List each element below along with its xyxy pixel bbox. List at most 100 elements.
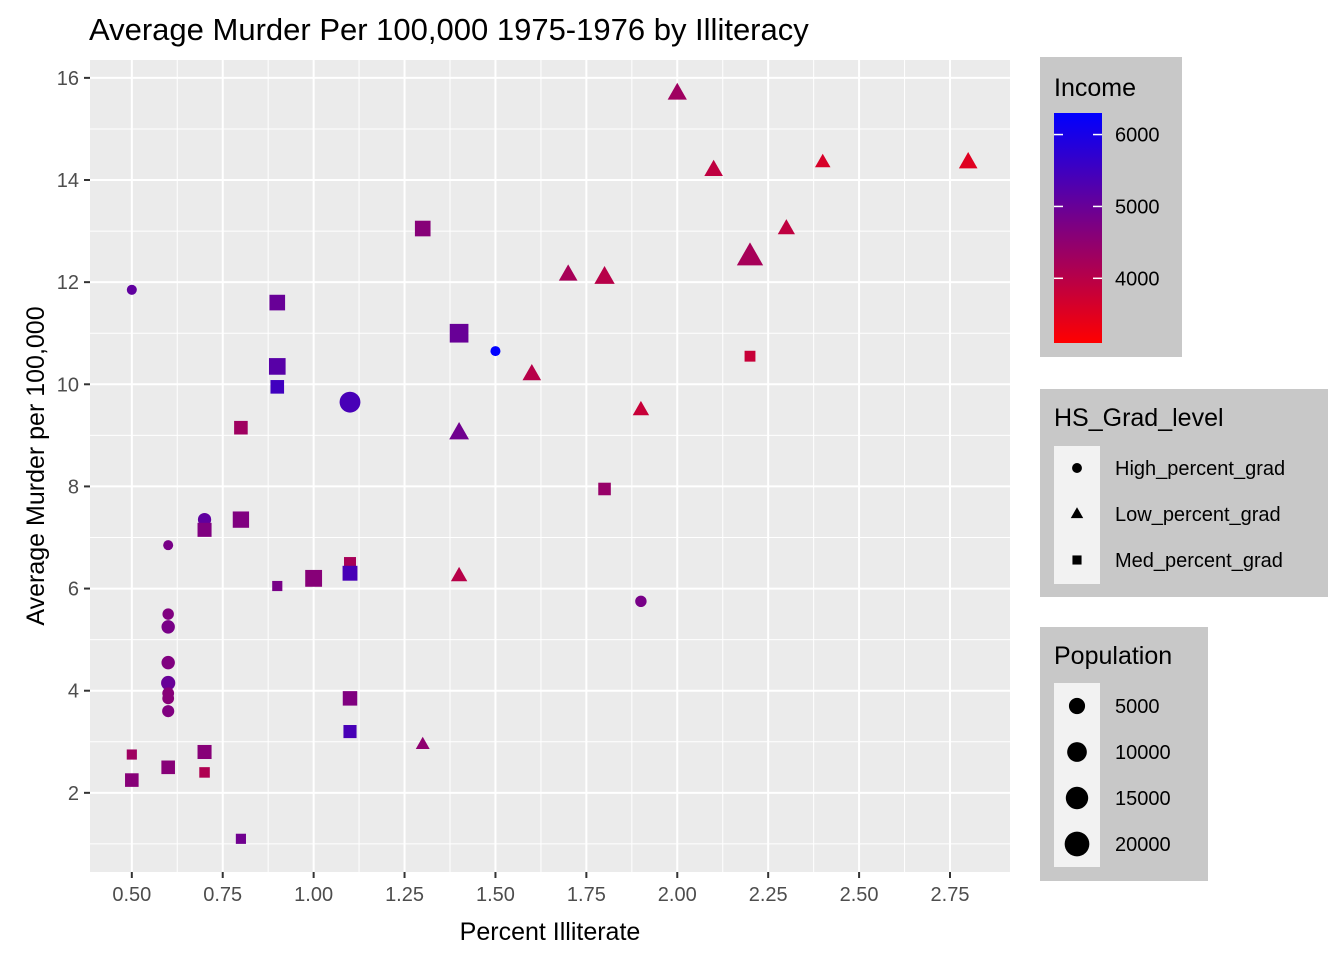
x-tick-label: 2.50 <box>840 884 879 906</box>
data-point <box>199 767 210 778</box>
x-tick-label: 2.75 <box>931 884 970 906</box>
shape-legend-circle-icon <box>1072 463 1082 473</box>
data-point <box>162 608 174 620</box>
data-point <box>197 744 212 760</box>
data-point <box>235 833 246 844</box>
y-tick-label: 2 <box>68 783 79 805</box>
plot-panel <box>90 60 1010 872</box>
data-point <box>598 482 611 496</box>
data-point <box>704 159 723 176</box>
data-point <box>162 692 175 705</box>
data-point <box>234 420 248 435</box>
y-tick-label: 4 <box>68 681 79 703</box>
y-tick-label: 12 <box>57 272 79 294</box>
data-point <box>162 705 175 718</box>
x-tick-label: 1.50 <box>476 884 515 906</box>
y-axis: 2 4 6 8 10 12 14 16 <box>57 68 90 805</box>
data-point <box>744 350 756 362</box>
y-tick-label: 8 <box>68 476 79 498</box>
income-tick-label: 4000 <box>1115 268 1160 290</box>
y-axis-title: Average Murder per 100,000 <box>22 306 50 625</box>
y-tick-label: 6 <box>68 579 79 601</box>
y-tick-label: 10 <box>57 374 79 396</box>
size-legend-title: Population <box>1054 642 1172 670</box>
data-point <box>667 82 687 100</box>
size-legend: Population 5000 10000 15000 20000 <box>1040 627 1208 881</box>
shape-legend-label: Med_percent_grad <box>1115 550 1283 572</box>
x-tick-label: 0.50 <box>112 884 151 906</box>
shape-legend: HS_Grad_level High_percent_grad Low_perce… <box>1040 389 1328 597</box>
shape-legend-label: High_percent_grad <box>1115 458 1285 480</box>
income-tick-label: 6000 <box>1115 125 1160 147</box>
data-point <box>814 153 831 168</box>
y-tick-label: 16 <box>57 68 79 90</box>
data-point <box>197 522 212 537</box>
data-point <box>522 363 542 381</box>
data-point <box>272 580 283 592</box>
shape-legend-square-icon <box>1072 555 1082 565</box>
data-point <box>632 400 650 416</box>
data-point <box>268 358 286 375</box>
x-tick-label: 1.75 <box>567 884 606 906</box>
y-tick-label: 14 <box>57 170 79 192</box>
data-point <box>343 725 357 739</box>
data-point <box>305 569 323 587</box>
size-legend-label: 15000 <box>1115 788 1171 810</box>
size-legend-entries: 5000 10000 15000 20000 <box>1054 683 1171 867</box>
size-legend-circle-icon <box>1064 831 1090 857</box>
data-point <box>777 219 795 235</box>
data-point <box>269 294 286 311</box>
data-point <box>342 565 358 581</box>
data-point <box>414 220 431 237</box>
income-legend-title: Income <box>1054 74 1136 102</box>
data-point <box>125 773 139 787</box>
data-point <box>450 566 468 582</box>
income-colorbar-ticks: 4000 5000 6000 <box>1054 125 1160 290</box>
shape-legend-label: Low_percent_grad <box>1115 504 1281 526</box>
data-point <box>342 691 358 706</box>
grid-lines <box>90 60 1010 872</box>
size-legend-circle-icon <box>1067 742 1087 762</box>
data-point <box>163 540 174 551</box>
income-legend: Income 4000 5000 6000 <box>1040 57 1182 357</box>
data-point <box>449 323 469 343</box>
size-legend-label: 10000 <box>1115 742 1171 764</box>
x-tick-label: 2.25 <box>749 884 788 906</box>
size-legend-circle-icon <box>1065 786 1089 810</box>
income-tick-label: 5000 <box>1115 196 1160 218</box>
x-tick-label: 1.00 <box>294 884 333 906</box>
data-point <box>161 760 175 775</box>
shape-legend-triangle-icon <box>1070 507 1084 519</box>
data-point <box>161 655 175 670</box>
data-point <box>161 675 176 691</box>
shape-legend-entries: High_percent_grad Low_percent_grad Med_per… <box>1054 446 1285 584</box>
x-tick-label: 0.75 <box>203 884 242 906</box>
x-tick-label: 1.25 <box>385 884 424 906</box>
data-point <box>958 152 978 169</box>
data-point <box>635 595 647 608</box>
x-axis: 0.50 0.75 1.00 1.25 1.50 1.75 2.00 2.25 2.50 2.75 <box>112 872 969 906</box>
size-legend-circle-icon <box>1068 697 1086 715</box>
data-point <box>415 736 430 749</box>
data-point <box>126 749 137 760</box>
chart-title: Average Murder Per 100,000 1975-1976 by … <box>89 12 809 47</box>
data-point <box>161 620 175 634</box>
data-point <box>449 422 470 440</box>
data-point <box>270 380 285 394</box>
data-point <box>344 557 356 570</box>
data-point <box>594 265 615 284</box>
x-tick-label: 2.00 <box>658 884 697 906</box>
data-point <box>736 242 764 266</box>
data-points <box>125 82 978 844</box>
size-legend-label: 20000 <box>1115 834 1171 856</box>
shape-legend-title: HS_Grad_level <box>1054 404 1224 432</box>
data-point <box>126 284 137 295</box>
size-legend-label: 5000 <box>1115 696 1160 718</box>
data-point <box>490 346 501 357</box>
data-point <box>558 264 578 281</box>
income-colorbar <box>1054 113 1102 343</box>
data-point <box>232 511 250 528</box>
data-point <box>339 391 361 413</box>
x-axis-title: Percent Illiterate <box>460 918 641 946</box>
